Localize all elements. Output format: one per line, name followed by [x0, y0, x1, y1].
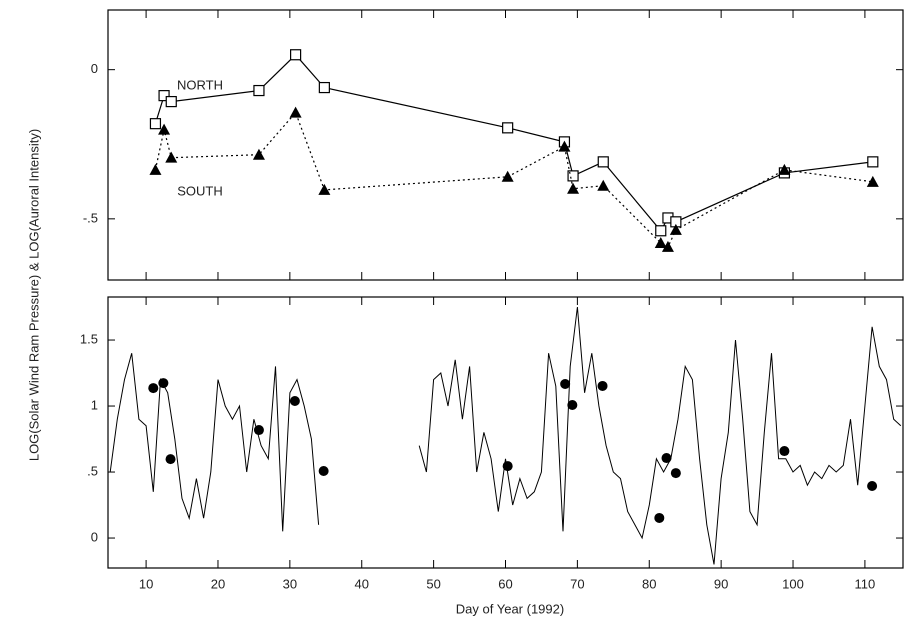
- series-line: [154, 53, 873, 232]
- x-tick-label: 50: [426, 576, 440, 591]
- triangle-marker: [661, 240, 674, 252]
- x-tick-label: 100: [782, 576, 804, 591]
- series-label: SOUTH: [177, 183, 223, 198]
- square-marker: [655, 225, 667, 237]
- square-marker: [158, 90, 170, 102]
- y-axis-label: LOG(Solar Wind Ram Pressure) & LOG(Auror…: [26, 129, 41, 461]
- circle-marker: [597, 380, 608, 391]
- square-marker: [567, 170, 579, 182]
- triangle-marker: [318, 183, 331, 195]
- y-tick-label: 1.5: [80, 331, 98, 346]
- circle-marker: [289, 396, 300, 407]
- circle-marker: [670, 468, 681, 479]
- triangle-marker: [252, 148, 265, 160]
- square-marker: [318, 81, 330, 94]
- square-marker: [149, 118, 162, 130]
- square-marker: [597, 156, 609, 168]
- triangle-marker: [567, 182, 580, 194]
- circle-marker: [502, 461, 513, 472]
- circle-marker: [567, 399, 578, 410]
- x-tick-label: 10: [139, 576, 153, 591]
- circle-marker: [661, 453, 672, 464]
- x-tick-label: 70: [570, 576, 584, 591]
- plot-frame: [107, 296, 904, 569]
- x-axis-label: Day of Year (1992): [456, 601, 564, 616]
- triangle-marker: [289, 106, 302, 118]
- triangle-marker: [501, 170, 514, 182]
- y-tick-label: .5: [87, 463, 98, 478]
- triangle-marker: [654, 237, 667, 249]
- square-marker: [867, 156, 879, 168]
- series-label: NORTH: [177, 77, 223, 92]
- circle-marker: [148, 383, 159, 394]
- x-tick-label: 80: [642, 576, 656, 591]
- square-marker: [502, 122, 514, 134]
- circle-marker: [867, 481, 878, 492]
- square-marker: [253, 84, 265, 97]
- square-marker: [290, 49, 302, 61]
- y-tick-label: 0: [91, 529, 98, 544]
- x-tick-label: 30: [283, 576, 297, 591]
- circle-marker: [253, 425, 264, 436]
- triangle-marker: [597, 179, 610, 191]
- triangle-marker: [669, 223, 682, 235]
- triangle-marker: [778, 163, 791, 175]
- y-tick-label: -.5: [83, 210, 98, 225]
- plot-frame: [107, 9, 904, 281]
- series-line: [109, 306, 902, 565]
- x-tick-label: 60: [498, 576, 512, 591]
- square-marker: [165, 95, 177, 108]
- x-tick-label: 20: [211, 576, 225, 591]
- series-line: [154, 111, 873, 248]
- x-tick-label: 90: [714, 576, 728, 591]
- circle-marker: [318, 465, 329, 476]
- y-tick-label: 1: [91, 397, 98, 412]
- x-tick-label: 110: [855, 576, 876, 591]
- y-tick-label: 0: [91, 61, 98, 76]
- triangle-marker: [149, 163, 162, 175]
- triangle-marker: [558, 140, 571, 152]
- circle-marker: [654, 512, 665, 523]
- circle-marker: [158, 378, 169, 389]
- circle-marker: [165, 454, 176, 465]
- circle-marker: [779, 446, 790, 457]
- triangle-marker: [158, 123, 171, 135]
- triangle-marker: [165, 151, 178, 163]
- x-tick-label: 40: [355, 576, 369, 591]
- triangle-marker: [866, 175, 879, 187]
- circle-marker: [560, 378, 571, 389]
